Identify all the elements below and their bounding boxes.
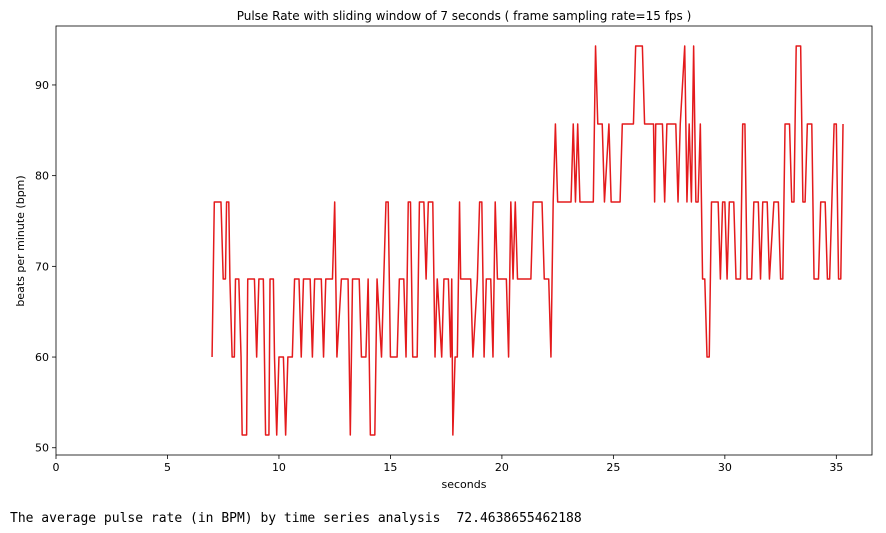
x-tick-label: 25 <box>606 461 620 474</box>
plot-frame <box>55 25 873 456</box>
chart: Pulse Rate with sliding window of 7 seco… <box>14 9 873 491</box>
y-tick-label: 60 <box>35 351 49 364</box>
x-tick-label: 20 <box>495 461 509 474</box>
y-axis-label: beats per minute (bpm) <box>14 175 27 306</box>
output-value: 72.4638655462188 <box>456 511 582 526</box>
output-label: The average pulse rate (in BPM) by time … <box>10 511 441 526</box>
output-line: The average pulse rate (in BPM) by time … <box>10 511 582 526</box>
x-tick-label: 35 <box>829 461 843 474</box>
x-tick-label: 30 <box>718 461 732 474</box>
chart-title: Pulse Rate with sliding window of 7 seco… <box>237 9 692 23</box>
x-tick-label: 10 <box>272 461 286 474</box>
x-tick-label: 0 <box>53 461 60 474</box>
y-tick-label: 80 <box>35 170 49 183</box>
pulse-line <box>211 45 844 436</box>
x-axis-label: seconds <box>442 478 487 491</box>
y-tick-label: 70 <box>35 260 49 273</box>
x-tick-label: 15 <box>383 461 397 474</box>
y-tick-label: 50 <box>35 442 49 455</box>
y-tick-label: 90 <box>35 79 49 92</box>
x-tick-label: 5 <box>164 461 171 474</box>
